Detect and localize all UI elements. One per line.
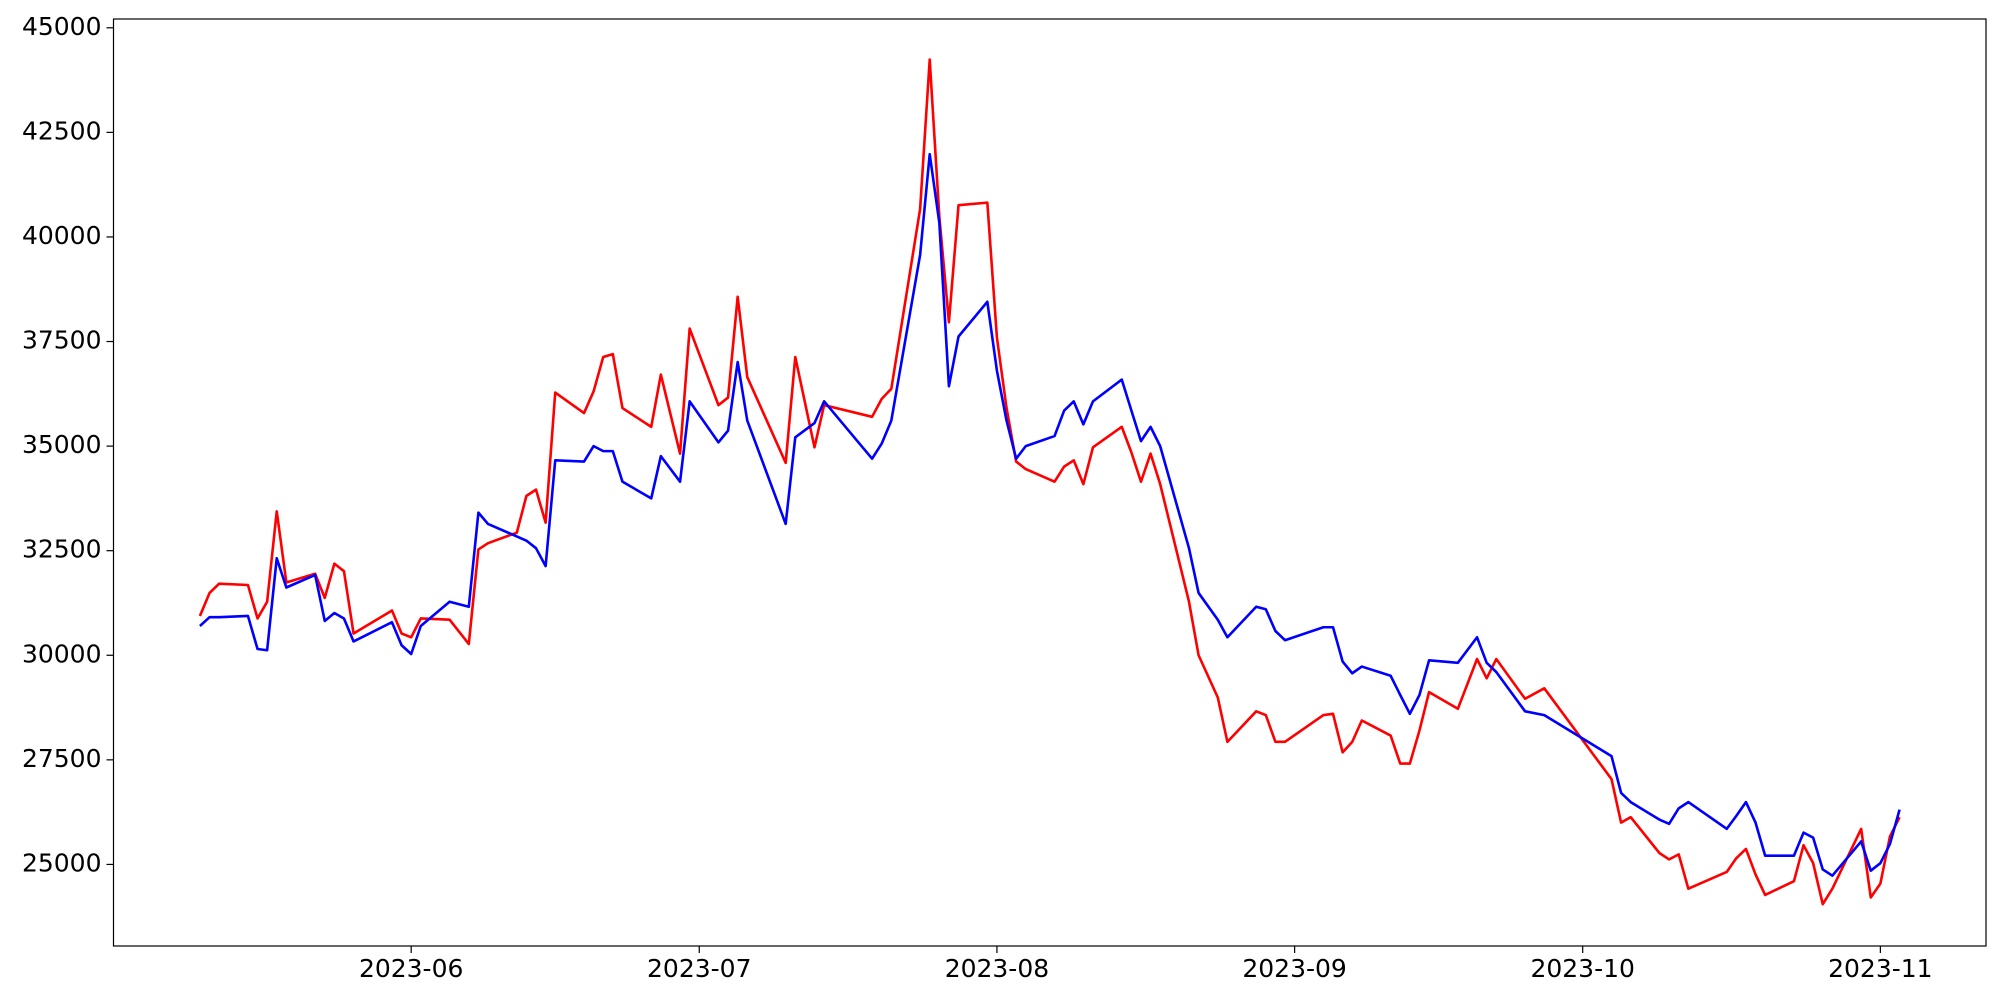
x-tick-label: 2023-11: [1828, 954, 1932, 983]
x-tick-label: 2023-07: [647, 954, 751, 983]
y-tick-label: 35000: [22, 430, 102, 459]
y-tick-label: 27500: [22, 744, 102, 773]
x-tick-label: 2023-08: [945, 954, 1049, 983]
y-tick-label: 45000: [22, 12, 102, 41]
x-tick-label: 2023-10: [1530, 954, 1634, 983]
y-tick-label: 32500: [22, 535, 102, 564]
x-tick-label: 2023-06: [359, 954, 463, 983]
plot-frame: [112, 18, 1987, 947]
y-tick-label: 42500: [22, 116, 102, 145]
data-line: [198, 58, 1901, 906]
y-tick-label: 37500: [22, 326, 102, 355]
x-tick-label: 2023-09: [1242, 954, 1346, 983]
y-tick-label: 25000: [22, 848, 102, 877]
y-tick-label: 40000: [22, 221, 102, 250]
data-line: [199, 152, 1901, 878]
y-tick-label: 30000: [22, 639, 102, 668]
